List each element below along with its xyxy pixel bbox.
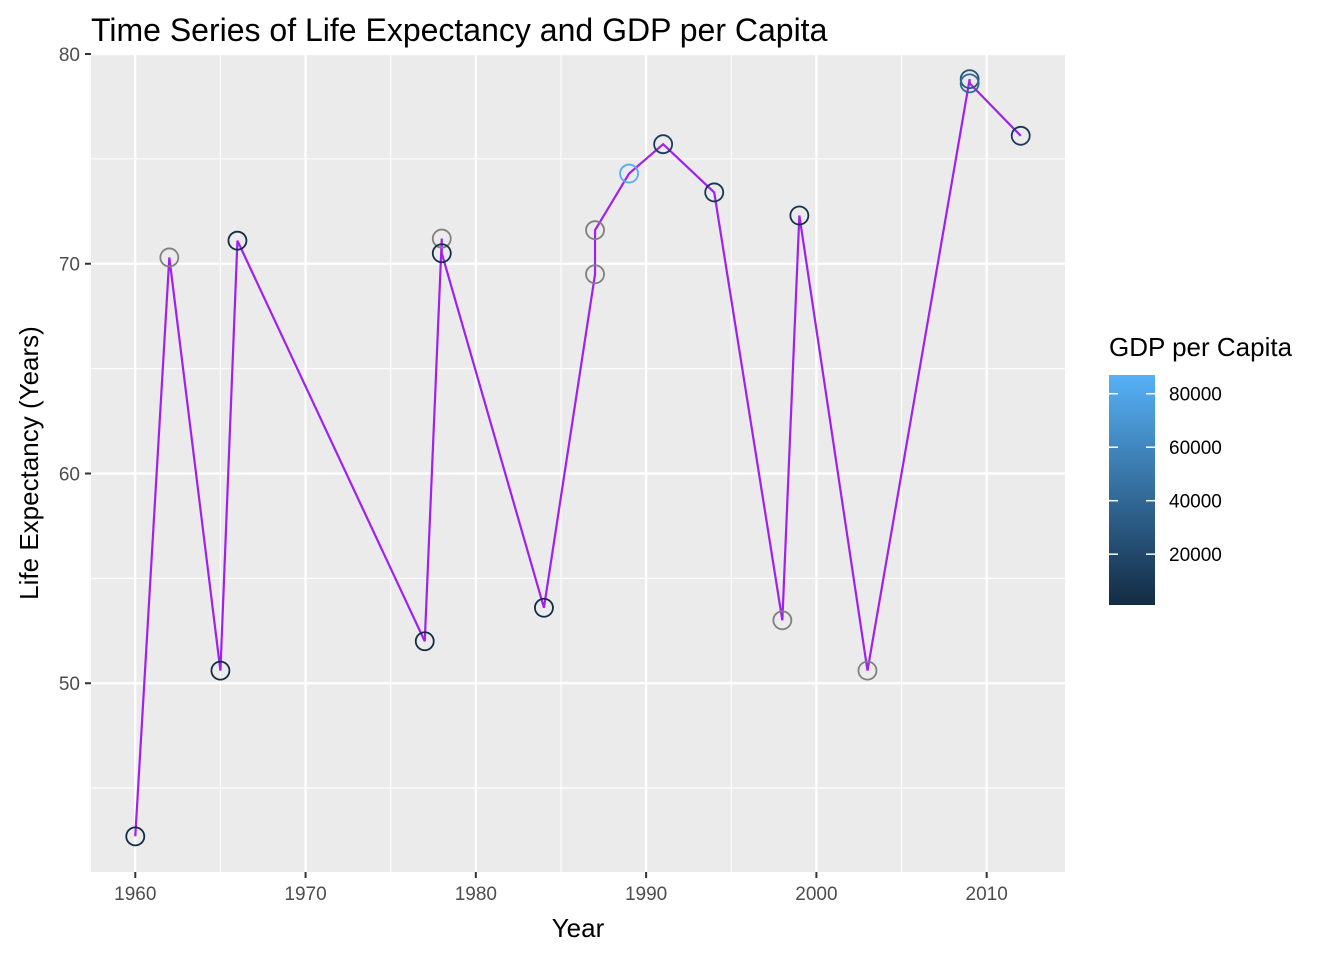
legend-tick-label: 40000	[1169, 492, 1222, 513]
data-point	[959, 69, 980, 90]
data-point	[1010, 125, 1031, 146]
x-tick-label: 1980	[455, 884, 497, 905]
y-axis: 50 60 70 80	[59, 45, 91, 695]
data-point	[227, 230, 248, 251]
data-point	[125, 826, 146, 847]
y-tick-label: 80	[59, 45, 80, 66]
data-point	[772, 610, 793, 631]
x-tick-label: 1960	[114, 884, 156, 905]
minor-gridlines	[91, 54, 1065, 872]
y-tick-label: 50	[59, 674, 80, 695]
data-point	[585, 264, 605, 285]
plot-panel	[91, 54, 1065, 872]
x-tick-label: 1990	[625, 884, 667, 905]
data-point	[619, 163, 639, 184]
series-line	[134, 78, 1022, 837]
x-axis-title: Year	[552, 913, 605, 943]
data-point	[959, 73, 980, 94]
legend-title: GDP per Capita	[1109, 332, 1293, 362]
legend-tick-label: 80000	[1169, 385, 1222, 406]
legend-colorbar	[1109, 375, 1155, 605]
major-gridlines	[91, 52, 1065, 872]
data-point	[857, 660, 878, 681]
series-line-group	[134, 78, 1022, 837]
y-tick-label: 60	[59, 464, 80, 485]
data-point	[159, 247, 180, 268]
x-axis: 1960 1970 1980 1990 2000 2010	[114, 872, 1008, 905]
x-tick-label: 2010	[966, 884, 1008, 905]
legend: GDP per Capita 20000 40000 60000 80000	[1109, 332, 1293, 605]
legend-tick-label: 60000	[1169, 438, 1222, 459]
data-point	[210, 660, 231, 681]
legend-tick-label: 20000	[1169, 545, 1222, 566]
data-point	[789, 205, 810, 226]
x-tick-label: 1970	[284, 884, 326, 905]
data-point	[653, 134, 674, 155]
legend-ticks: 20000 40000 60000 80000	[1109, 385, 1222, 566]
x-tick-label: 2000	[795, 884, 837, 905]
data-point	[431, 243, 452, 264]
data-point	[534, 597, 554, 618]
data-points	[125, 69, 1031, 847]
data-point	[704, 182, 725, 203]
data-point	[431, 228, 452, 249]
data-point	[585, 220, 605, 241]
data-point	[414, 631, 435, 652]
y-axis-title: Life Expectancy (Years)	[14, 326, 44, 600]
chart-title: Time Series of Life Expectancy and GDP p…	[91, 12, 828, 48]
y-tick-label: 70	[59, 255, 80, 276]
